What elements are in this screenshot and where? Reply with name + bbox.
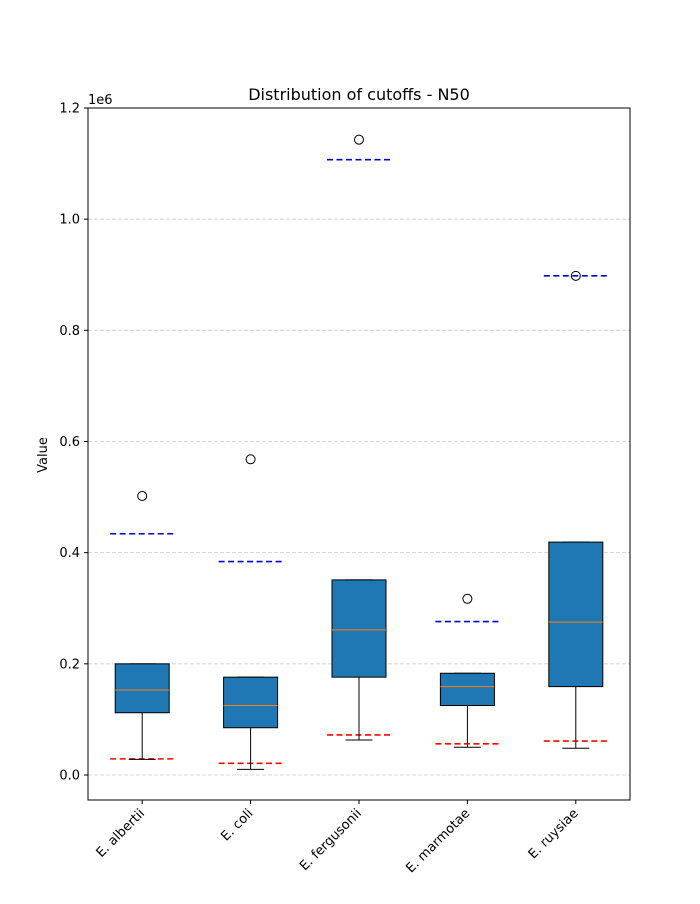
box-group (327, 134, 391, 741)
y-tick-label: 1.0 (59, 213, 80, 228)
outlier-point (354, 134, 364, 145)
x-tick-label: E. fergusonii (297, 806, 365, 874)
y-tick-label: 0.8 (59, 324, 80, 339)
y-axis-label: Value (36, 437, 51, 473)
box-iqr (114, 663, 170, 714)
y-axis-offset-label: 1e6 (88, 93, 113, 108)
box-iqr (223, 676, 279, 729)
x-tick-label: E. coli (218, 806, 256, 844)
chart-title: Distribution of cutoffs - N50 (248, 85, 470, 104)
box-group (218, 454, 283, 770)
y-tick-label: 0.4 (59, 546, 80, 561)
box-series (110, 134, 608, 770)
outlier-point (570, 270, 581, 281)
x-tick-label: E. albertii (94, 806, 148, 860)
box-group (435, 593, 500, 748)
outlier-point (462, 593, 473, 604)
x-tick-label: E. ruysiae (526, 806, 582, 862)
plot-frame (87, 107, 631, 801)
x-tick-label: E. marmotae (403, 806, 473, 876)
axes: 0.0 0.2 0.4 0.6 0.8 1.0 1.2 E. albertii E. coli E… (59, 102, 631, 876)
box-iqr (439, 672, 495, 707)
outlier-point (245, 454, 256, 465)
box-group (543, 270, 608, 749)
y-tick-label: 0.2 (59, 657, 80, 672)
y-tick-label: 1.2 (59, 102, 80, 117)
box-iqr (548, 541, 604, 688)
box-iqr (331, 579, 387, 678)
y-tick-label: 0.0 (59, 768, 80, 783)
outlier-point (137, 490, 148, 501)
y-tick-label: 0.6 (59, 435, 80, 450)
box-group (110, 490, 175, 760)
